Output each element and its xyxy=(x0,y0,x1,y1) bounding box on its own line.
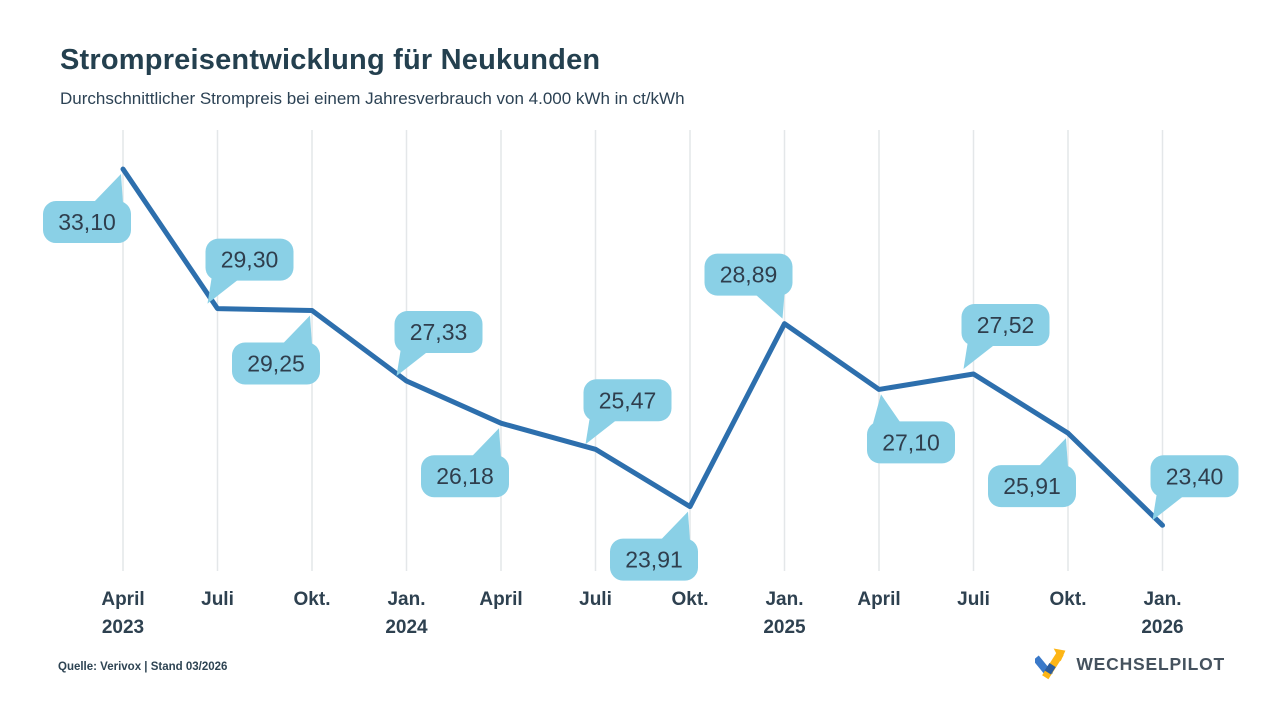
source-note: Quelle: Verivox | Stand 03/2026 xyxy=(58,661,228,673)
data-label-tail xyxy=(93,174,123,204)
data-label-bubble xyxy=(205,238,294,281)
x-axis-label: Jan. xyxy=(765,589,803,610)
x-axis-label: Jan. xyxy=(387,589,425,610)
data-label-tail xyxy=(754,293,785,319)
x-axis-label: April xyxy=(101,589,144,610)
data-label-bubble xyxy=(232,342,320,385)
x-axis-label: April xyxy=(857,589,900,610)
data-label-bubble xyxy=(394,310,483,353)
data-label-value: 33,10 xyxy=(58,209,116,235)
x-axis-label: Juli xyxy=(201,589,234,610)
x-axis-label: Okt. xyxy=(672,589,709,610)
data-label-tail xyxy=(396,350,429,376)
data-label-tail xyxy=(963,343,996,369)
data-label-bubble xyxy=(583,379,672,422)
price-line xyxy=(120,166,1165,528)
data-label-tail xyxy=(1038,438,1068,468)
data-label-bubble xyxy=(867,421,955,464)
data-label-bubble xyxy=(1150,455,1239,498)
chart-header: Strompreisentwicklung für Neukunden Durc… xyxy=(60,44,685,109)
x-axis-year-label: 2024 xyxy=(385,617,428,638)
x-axis-year-label: 2025 xyxy=(763,617,806,638)
data-label-value: 23,40 xyxy=(1166,463,1224,489)
chart-title: Strompreisentwicklung für Neukunden xyxy=(60,44,601,76)
data-label-bubble xyxy=(421,455,509,498)
wechselpilot-logo-icon xyxy=(1035,648,1066,680)
data-label-tail xyxy=(585,419,618,445)
data-label-bubble xyxy=(961,303,1050,346)
data-label-bubble xyxy=(43,201,131,244)
data-label-value: 29,25 xyxy=(247,350,305,376)
data-label-tail xyxy=(207,278,240,304)
data-label-value: 25,91 xyxy=(1003,473,1061,499)
data-label-value: 29,30 xyxy=(221,247,279,273)
brand-name: WECHSELPILOT xyxy=(1076,653,1225,674)
data-label-bubble xyxy=(704,253,793,296)
x-axis-label: Okt. xyxy=(294,589,331,610)
chart-subtitle: Durchschnittlicher Strompreis bei einem … xyxy=(60,89,685,108)
data-label-value: 23,91 xyxy=(625,547,683,573)
brand-logo: WECHSELPILOT xyxy=(1035,648,1225,680)
data-label-bubble xyxy=(988,465,1076,508)
data-label-value: 27,52 xyxy=(977,312,1035,338)
data-label-value: 25,47 xyxy=(599,387,657,413)
data-label-value: 28,89 xyxy=(720,262,778,288)
data-label-tail xyxy=(282,315,312,345)
data-label-tail xyxy=(660,511,690,541)
x-axis-label: Juli xyxy=(579,589,612,610)
x-axis-label: Juli xyxy=(957,589,990,610)
data-label-value: 27,33 xyxy=(410,319,468,345)
x-axis-label: April xyxy=(479,589,522,610)
x-axis-year-label: 2023 xyxy=(102,617,144,638)
data-label-tail xyxy=(471,428,501,458)
x-axis-year-label: 2026 xyxy=(1141,617,1183,638)
data-label-value: 27,10 xyxy=(882,429,940,455)
data-label-tail xyxy=(873,394,901,424)
data-label-value: 26,18 xyxy=(436,463,494,489)
x-axis-label: Jan. xyxy=(1143,589,1181,610)
x-axis-label: Okt. xyxy=(1050,589,1087,610)
data-label-bubble xyxy=(610,538,698,581)
data-label-tail xyxy=(1152,495,1185,521)
